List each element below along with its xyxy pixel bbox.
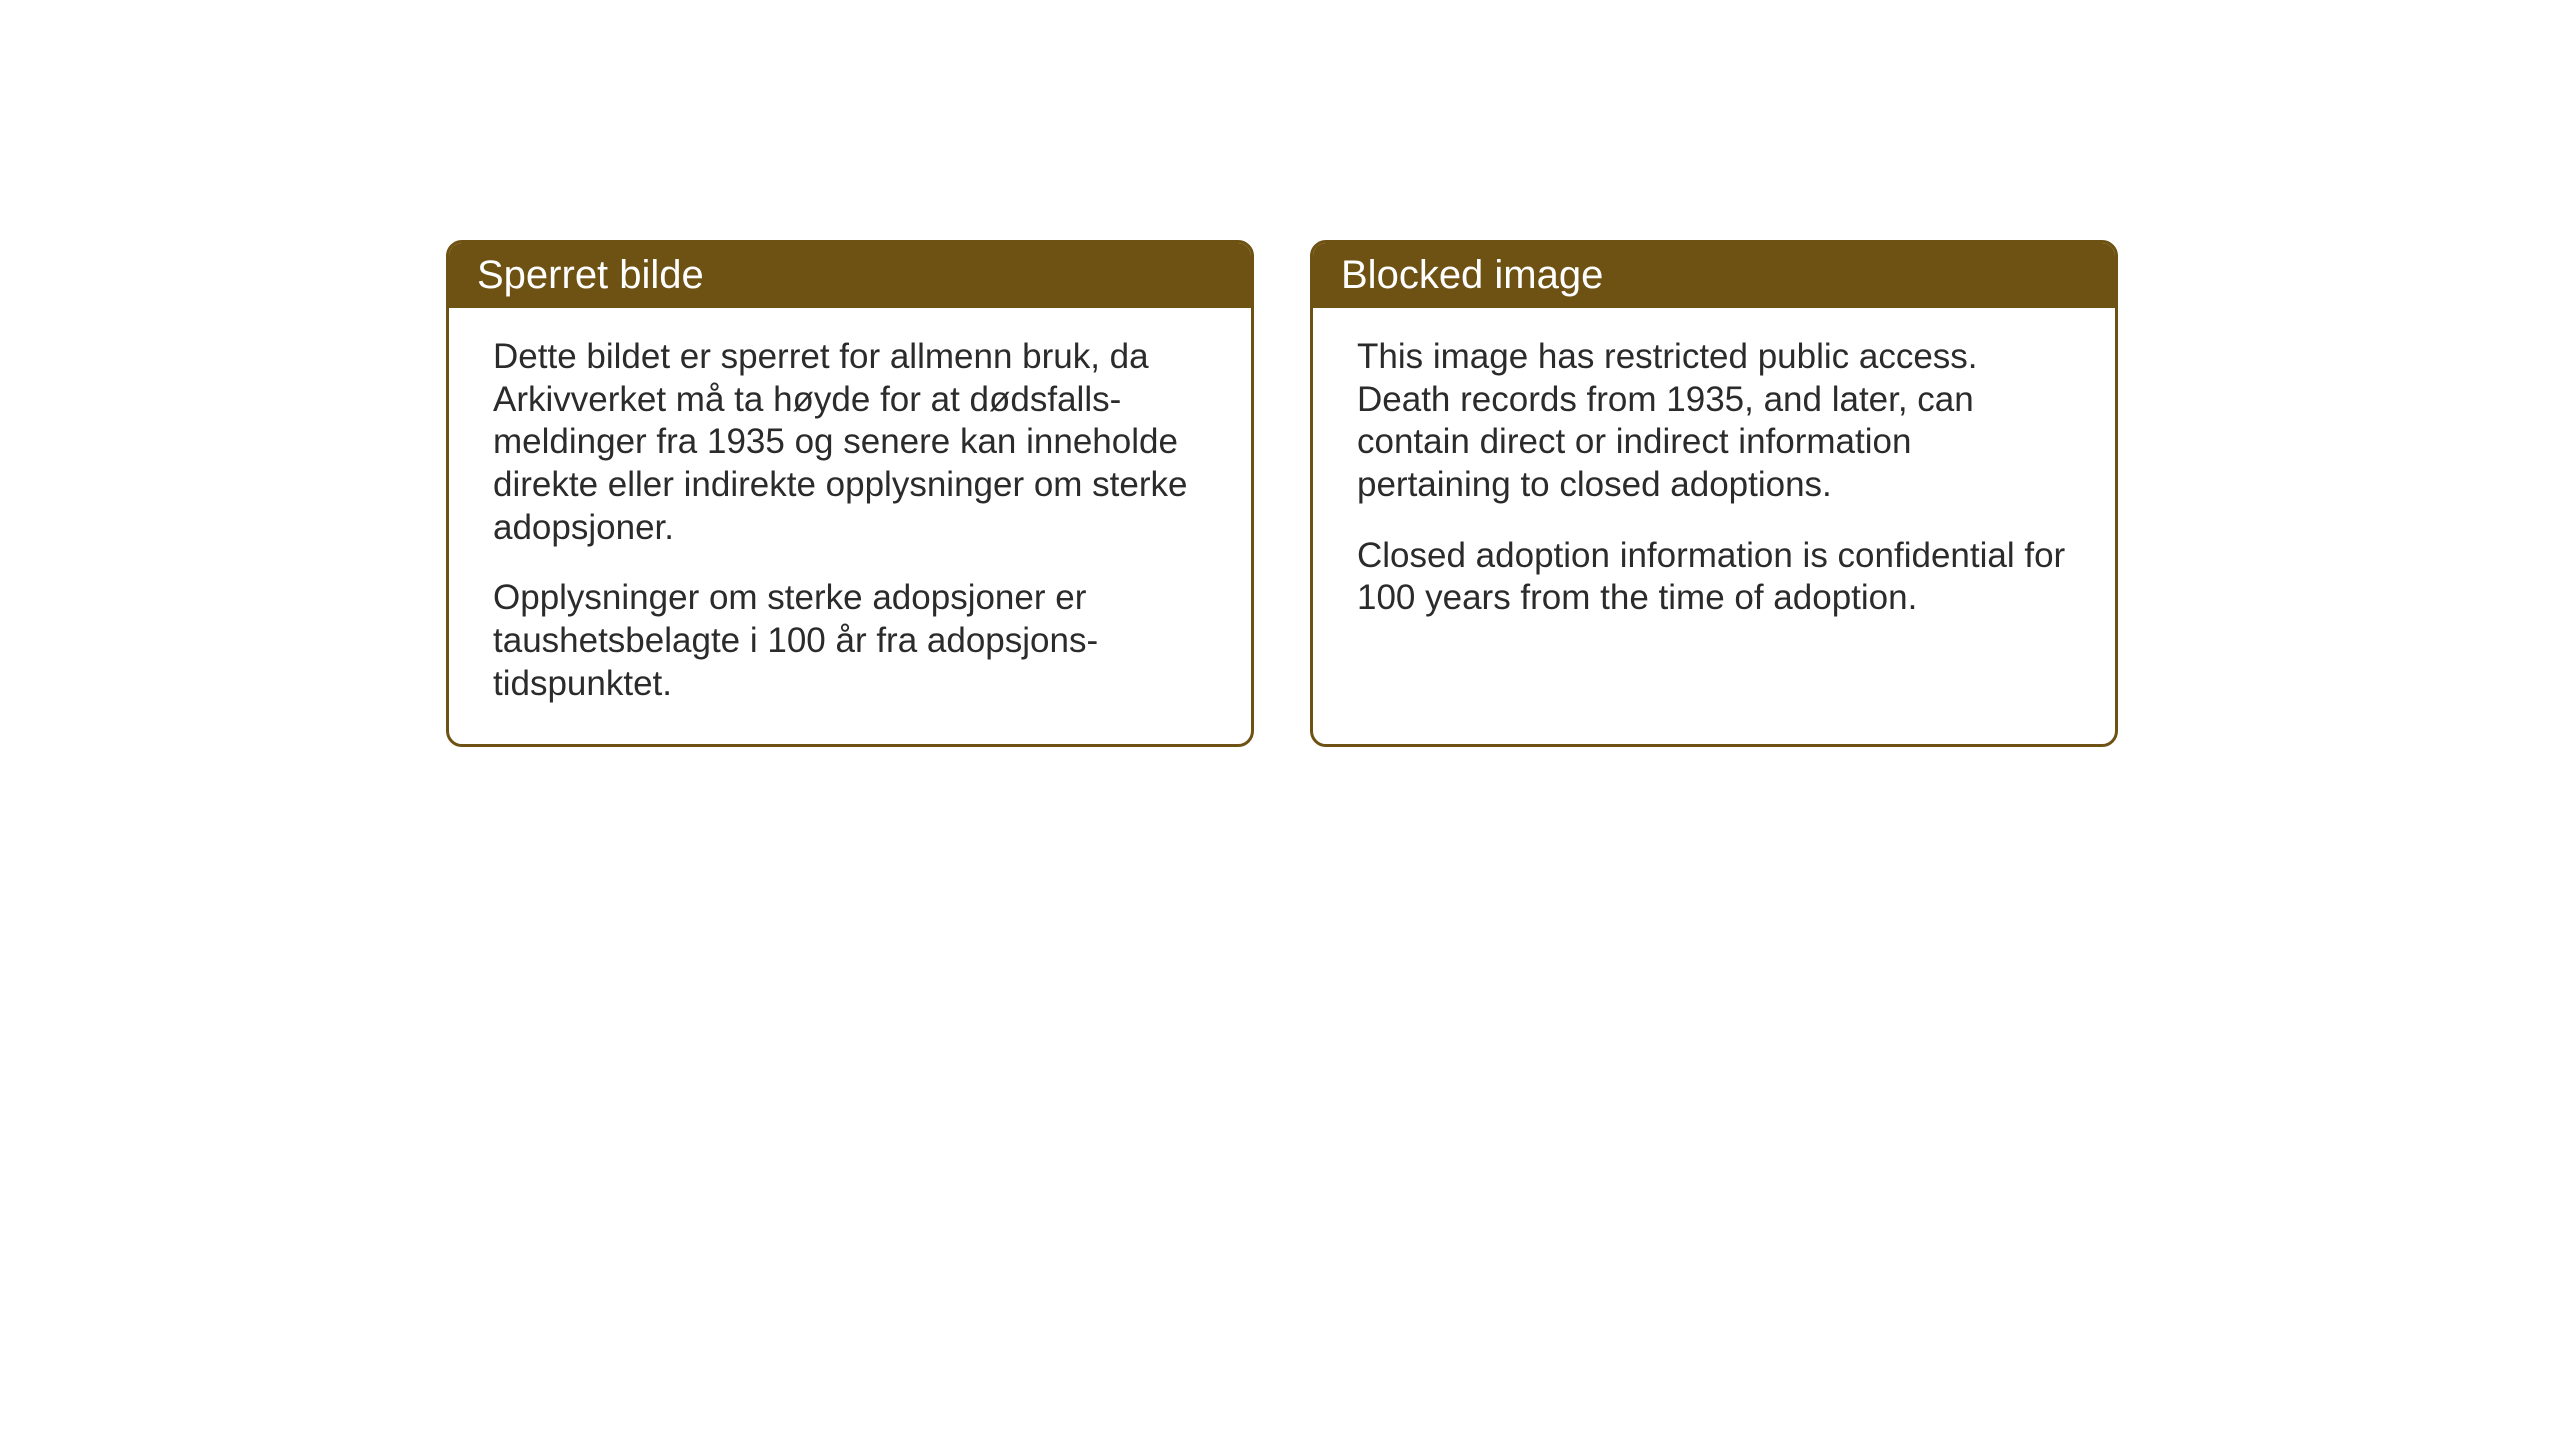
notice-paragraph: Opplysninger om sterke adopsjoner er tau… — [493, 577, 1207, 705]
notice-header-norwegian: Sperret bilde — [449, 243, 1251, 308]
notice-paragraph: Closed adoption information is confident… — [1357, 535, 2071, 620]
notice-header-english: Blocked image — [1313, 243, 2115, 308]
notice-box-english: Blocked image This image has restricted … — [1310, 240, 2118, 747]
notice-paragraph: This image has restricted public access.… — [1357, 336, 2071, 507]
notice-paragraph: Dette bildet er sperret for allmenn bruk… — [493, 336, 1207, 549]
notice-container: Sperret bilde Dette bildet er sperret fo… — [446, 240, 2118, 747]
notice-box-norwegian: Sperret bilde Dette bildet er sperret fo… — [446, 240, 1254, 747]
notice-body-norwegian: Dette bildet er sperret for allmenn bruk… — [449, 308, 1251, 744]
notice-body-english: This image has restricted public access.… — [1313, 308, 2115, 744]
